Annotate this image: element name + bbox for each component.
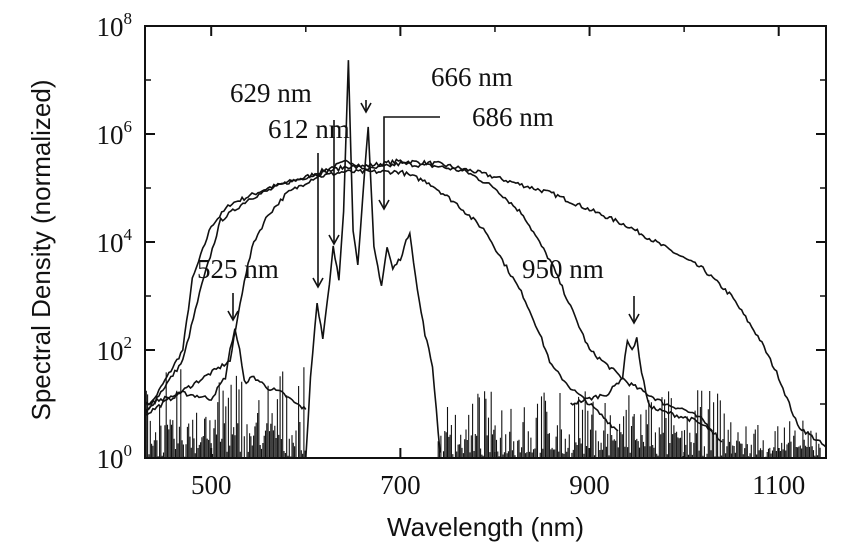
y-axis-label: Spectral Density (normalized) — [26, 79, 56, 420]
y-tick-exponent: 8 — [124, 9, 133, 28]
y-tick-exponent: 6 — [124, 117, 133, 136]
y-tick-label: 100 — [97, 441, 133, 474]
noise-floor — [437, 390, 732, 458]
spectrum-line — [570, 337, 714, 432]
peak-arrow-head — [312, 277, 324, 289]
y-tick-label: 106 — [97, 117, 133, 150]
series-lines — [144, 60, 827, 459]
y-tick-exponent: 0 — [124, 441, 133, 460]
spectrum-line — [144, 161, 723, 443]
peak-label: 629 nm — [230, 78, 312, 108]
y-tick-base: 10 — [97, 120, 124, 150]
peak-arrow-head — [328, 234, 340, 246]
x-tick-label: 500 — [191, 470, 232, 500]
peak-arrow-head — [628, 313, 640, 325]
x-tick-label: 1100 — [752, 470, 805, 500]
peak-label: 666 nm — [431, 62, 513, 92]
peak-label: 525 nm — [197, 254, 279, 284]
spectrum-line — [144, 168, 619, 432]
peak-label: 612 nm — [268, 114, 350, 144]
peak-annotations: 629 nm 612 nm 666 nm 686 nm 525 nm 950 nm — [197, 62, 640, 325]
x-axis-label: Wavelength (nm) — [387, 512, 584, 542]
y-tick-exponent: 2 — [124, 333, 133, 352]
peak-arrow-line — [383, 116, 440, 209]
y-tick-exponent: 4 — [124, 225, 133, 244]
y-tick-base: 10 — [97, 228, 124, 258]
spectrum-line — [305, 60, 441, 459]
x-tick-label: 700 — [380, 470, 421, 500]
peak-arrow-head — [227, 310, 239, 322]
peak-arrow-head — [378, 199, 390, 211]
peak-arrow-head — [360, 102, 372, 114]
peak-label: 950 nm — [522, 254, 604, 284]
y-tick-label: 108 — [97, 9, 133, 42]
x-tick-label: 900 — [569, 470, 610, 500]
y-tick-label: 104 — [97, 225, 133, 258]
y-tick-base: 10 — [97, 12, 124, 42]
y-tick-base: 10 — [97, 444, 124, 474]
noise-floor — [730, 420, 821, 458]
y-tick-label: 102 — [97, 333, 133, 366]
spectrum-line — [144, 158, 827, 448]
peak-label: 686 nm — [472, 102, 554, 132]
plot-frame — [144, 25, 827, 459]
spectrum-line — [144, 328, 307, 410]
y-tick-base: 10 — [97, 336, 124, 366]
